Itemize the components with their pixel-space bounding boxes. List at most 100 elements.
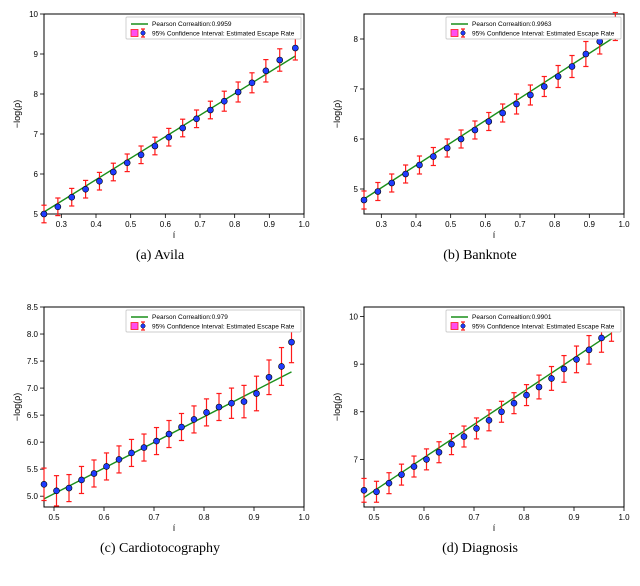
figure-grid: 0.30.40.50.60.70.80.91.05678910í−log(ρ)P…	[0, 0, 640, 586]
data-point	[216, 404, 222, 410]
legend-correlation-text: Pearson Correaltion:0.979	[152, 314, 228, 321]
data-point	[249, 80, 255, 86]
panel-a: 0.30.40.50.60.70.80.91.05678910í−log(ρ)P…	[0, 0, 320, 293]
caption-a: (a) Avila	[136, 248, 184, 264]
data-point	[91, 470, 97, 476]
xtick-label: 0.8	[518, 513, 530, 522]
xtick-label: 1.0	[618, 220, 630, 229]
data-point	[166, 431, 172, 437]
panel-c: 0.50.60.70.80.91.05.05.56.06.57.07.58.08…	[0, 293, 320, 586]
xtick-label: 0.5	[48, 513, 60, 522]
data-point	[569, 64, 575, 70]
ytick-label: 7.5	[27, 357, 39, 366]
chart-a: 0.30.40.50.60.70.80.91.05678910í−log(ρ)P…	[10, 6, 310, 242]
legend-swatch-icon	[451, 323, 458, 330]
ytick-label: 8	[354, 35, 359, 44]
data-point	[116, 456, 122, 462]
data-point	[41, 481, 47, 487]
data-point	[499, 409, 505, 415]
ytick-label: 7.0	[27, 384, 39, 393]
legend-marker-icon	[141, 31, 145, 35]
data-point	[235, 89, 241, 95]
xlabel: í	[493, 523, 496, 533]
data-point	[41, 211, 47, 217]
legend: Pearson Correaltion:0.995995% Confidence…	[126, 17, 301, 39]
data-point	[486, 119, 492, 125]
data-point	[289, 339, 295, 345]
xtick-label: 0.6	[160, 220, 172, 229]
ytick-label: 7	[354, 455, 359, 464]
data-point	[154, 438, 160, 444]
xtick-label: 0.6	[480, 220, 492, 229]
data-point	[79, 477, 85, 483]
ytick-label: 8	[34, 90, 39, 99]
data-point	[104, 463, 110, 469]
data-point	[436, 449, 442, 455]
caption-d: (d) Diagnosis	[442, 541, 518, 557]
data-point	[179, 424, 185, 430]
data-point	[403, 171, 409, 177]
ytick-label: 6.0	[27, 438, 39, 447]
data-point	[129, 450, 135, 456]
xtick-label: 1.0	[298, 513, 310, 522]
data-point	[449, 441, 455, 447]
data-point	[66, 485, 72, 491]
data-point	[399, 472, 405, 478]
data-point	[361, 487, 367, 493]
legend-ci-text: 95% Confidence Interval: Estimated Escap…	[472, 31, 615, 38]
data-point	[141, 445, 147, 451]
ytick-label: 5.0	[27, 492, 39, 501]
legend-marker-icon	[141, 324, 145, 328]
xtick-label: 0.5	[445, 220, 457, 229]
data-point	[599, 335, 605, 341]
data-point	[549, 375, 555, 381]
data-point	[96, 178, 102, 184]
ytick-label: 10	[29, 10, 38, 19]
data-point	[514, 101, 520, 107]
data-point	[486, 417, 492, 423]
data-point	[527, 92, 533, 98]
data-point	[458, 136, 464, 142]
ytick-label: 6	[354, 135, 359, 144]
ytick-label: 10	[349, 313, 358, 322]
legend-ci-text: 95% Confidence Interval: Estimated Escap…	[152, 324, 295, 331]
data-point	[166, 134, 172, 140]
ytick-label: 5.5	[27, 465, 39, 474]
data-point	[555, 74, 561, 80]
data-point	[411, 464, 417, 470]
xtick-label: 0.9	[568, 513, 580, 522]
data-point	[511, 400, 517, 406]
xtick-label: 1.0	[298, 220, 310, 229]
data-point	[444, 145, 450, 151]
xtick-label: 0.9	[248, 513, 260, 522]
data-point	[389, 180, 395, 186]
data-point	[524, 392, 530, 398]
xlabel: í	[493, 230, 496, 240]
legend: Pearson Correaltion:0.979 95% Confidence …	[126, 310, 301, 332]
data-point	[583, 51, 589, 57]
legend-swatch-icon	[131, 323, 138, 330]
xtick-label: 0.9	[264, 220, 276, 229]
data-point	[263, 68, 269, 74]
data-point	[277, 57, 283, 63]
xtick-label: 0.3	[376, 220, 388, 229]
data-point	[266, 374, 272, 380]
xtick-label: 1.0	[618, 513, 630, 522]
xtick-label: 0.8	[549, 220, 561, 229]
caption-c: (c) Cardiotocography	[100, 541, 220, 557]
data-point	[83, 186, 89, 192]
data-point	[152, 143, 158, 149]
legend-marker-icon	[461, 31, 465, 35]
xtick-label: 0.7	[148, 513, 160, 522]
xtick-label: 0.5	[125, 220, 137, 229]
data-point	[55, 204, 61, 210]
legend-ci-text: 95% Confidence Interval: Estimated Escap…	[472, 324, 615, 331]
xtick-label: 0.9	[584, 220, 596, 229]
legend: Pearson Correaltion:0.996395% Confidence…	[446, 17, 621, 39]
data-point	[191, 416, 197, 422]
data-point	[204, 409, 210, 415]
data-point	[138, 152, 144, 158]
panel-d: 0.50.60.70.80.91.078910í−log(ρ)Pearson C…	[320, 293, 640, 586]
ylabel: −log(ρ)	[332, 100, 342, 128]
legend-marker-icon	[461, 324, 465, 328]
